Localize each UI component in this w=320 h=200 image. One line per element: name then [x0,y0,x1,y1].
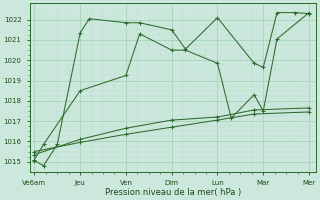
X-axis label: Pression niveau de la mer( hPa ): Pression niveau de la mer( hPa ) [105,188,241,197]
